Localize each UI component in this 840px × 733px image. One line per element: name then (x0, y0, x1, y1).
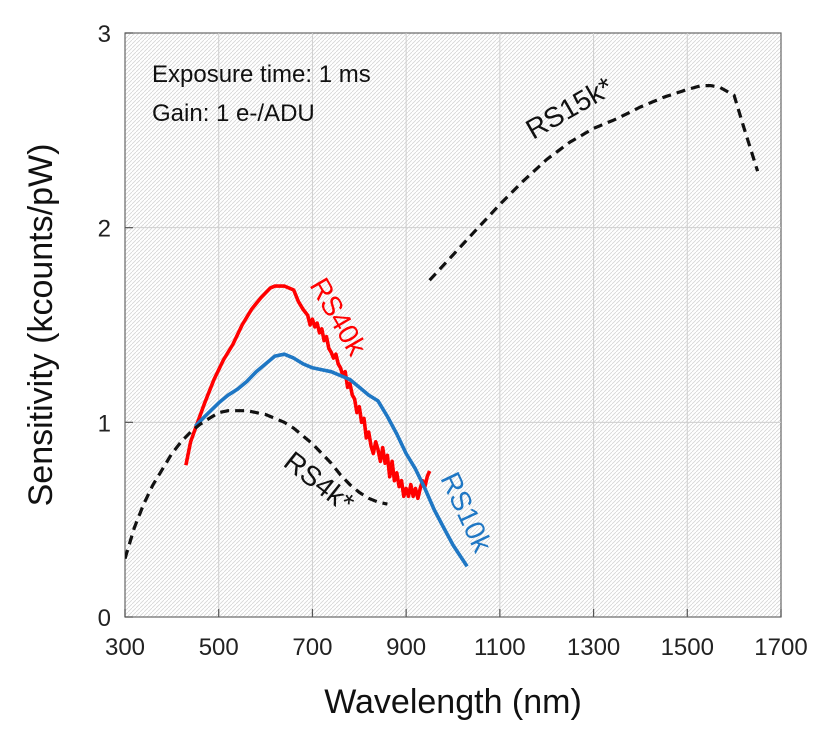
series-line-rs15k (428, 83, 760, 282)
y-tick-label: 2 (98, 216, 111, 243)
x-axis-title: Wavelength (nm) (324, 683, 582, 721)
x-tick-label: 300 (105, 634, 145, 661)
series-line-rs4k (125, 409, 388, 560)
series-line-rs40k (184, 284, 432, 501)
tick-labels: 300 500 700 900 1100 1300 1500 1700 0 1 2 3 (98, 21, 808, 661)
x-tick-label: 1500 (661, 634, 714, 661)
y-tick-label: 1 (98, 410, 111, 437)
plot-area (124, 32, 782, 618)
x-tick-label: 700 (292, 634, 332, 661)
x-tick-label: 900 (386, 634, 426, 661)
grid (124, 32, 782, 618)
annotation-exposure: Exposure time: 1 ms (152, 61, 371, 88)
x-tick-label: 1100 (474, 634, 526, 661)
y-tick-label: 3 (98, 21, 111, 48)
series-group (125, 83, 760, 568)
y-tick-label: 0 (98, 605, 111, 632)
annotation-gain: Gain: 1 e-/ADU (152, 100, 315, 127)
series-line-rs10k (194, 352, 469, 568)
y-axis-title: Sensitivity (kcounts/pW) (22, 144, 60, 507)
x-tick-label: 1300 (567, 634, 620, 661)
x-tick-label: 1700 (754, 634, 807, 661)
x-tick-label: 500 (199, 634, 239, 661)
